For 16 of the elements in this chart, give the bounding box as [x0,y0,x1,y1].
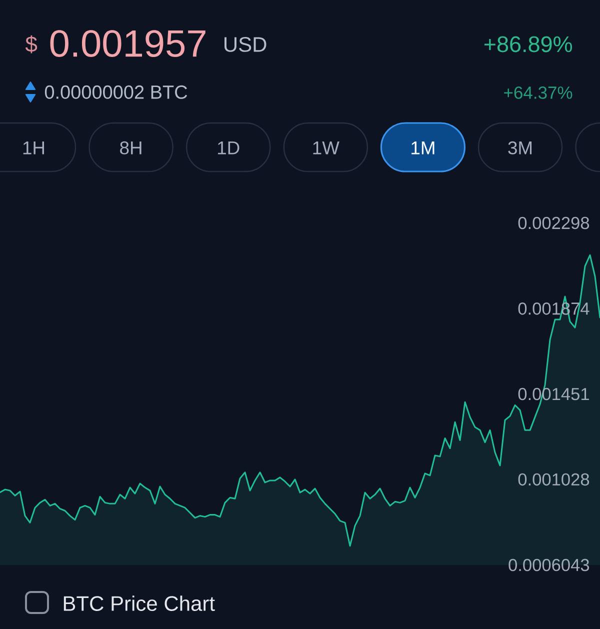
y-tick-label: 0.002298 [518,216,590,230]
text: 1D [218,142,240,154]
y-tick-label: 0.001028 [518,473,590,486]
text: 0.00000002 BTC [44,85,188,99]
text: 1H [23,142,44,154]
y-tick-label: 0.0006043 [508,558,590,572]
text: BTC Price Chart [64,596,215,612]
text: +86.89% [484,36,572,52]
text: +64.37% [504,86,572,99]
text: 1W [313,142,340,154]
text: $ [25,35,38,54]
text: USD [224,37,266,52]
chart-title: 0.001957 [50,30,206,57]
text: 1M [412,142,434,154]
text: 8H [120,141,142,154]
text: 3M [508,141,532,154]
